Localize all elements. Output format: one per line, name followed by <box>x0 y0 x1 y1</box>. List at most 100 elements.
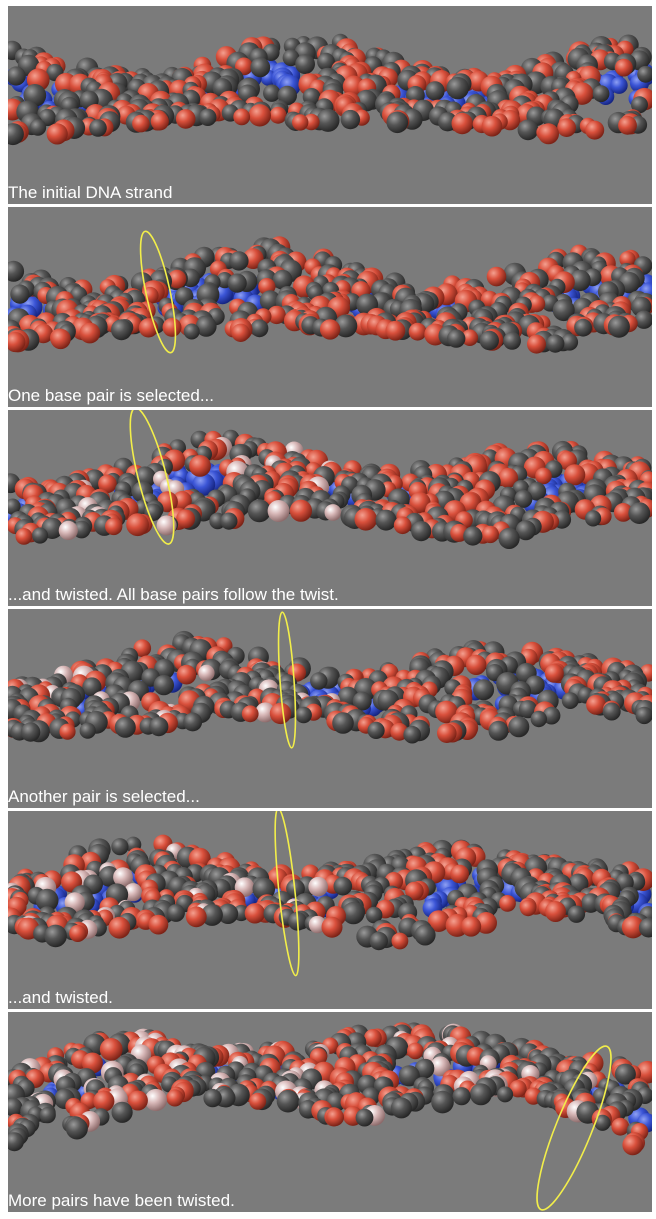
atom-sphere <box>527 482 547 501</box>
atom-sphere <box>203 1088 222 1108</box>
atom-sphere <box>469 1083 492 1106</box>
atom-sphere <box>340 109 361 130</box>
dna-molecule-render <box>8 33 652 146</box>
atom-sphere <box>295 706 312 724</box>
atom-sphere <box>619 251 636 268</box>
atom-sphere <box>233 108 251 126</box>
atom-sphere <box>334 314 358 338</box>
atom-sphere <box>150 112 169 131</box>
atom-sphere <box>375 509 397 531</box>
atom-sphere <box>44 924 67 948</box>
atom-sphere <box>79 722 96 739</box>
atom-sphere <box>289 499 312 522</box>
atom-sphere <box>31 527 49 544</box>
atom-sphere <box>503 332 521 350</box>
atom-sphere <box>365 906 383 924</box>
atom-sphere <box>592 85 610 103</box>
atom-sphere <box>431 1090 454 1114</box>
atom-sphere <box>367 721 385 739</box>
atom-sphere <box>292 114 309 131</box>
atom-sphere <box>192 473 216 496</box>
atom-sphere <box>427 910 450 932</box>
atom-sphere <box>538 123 559 145</box>
atom-sphere <box>111 319 132 341</box>
atom-sphere <box>286 879 305 898</box>
dna-molecule-render <box>8 811 652 977</box>
atom-sphere <box>126 513 149 537</box>
selection-ring-icon[interactable] <box>121 410 182 547</box>
atom-sphere <box>46 123 68 145</box>
atom-sphere <box>567 905 586 923</box>
atom-sphere <box>355 1108 374 1127</box>
panel-caption: More pairs have been twisted. <box>8 1191 235 1210</box>
atom-sphere <box>450 864 469 884</box>
atom-sphere <box>517 119 539 141</box>
atom-sphere <box>255 702 276 723</box>
atom-sphere <box>451 112 473 135</box>
atom-sphere <box>390 1097 412 1119</box>
atom-sphere <box>8 331 26 353</box>
atom-sphere <box>544 663 564 683</box>
atom-sphere <box>321 916 343 938</box>
atom-sphere <box>508 716 530 738</box>
atom-sphere <box>82 677 102 697</box>
atom-sphere <box>542 706 561 725</box>
atom-sphere <box>277 85 297 106</box>
dna-panel-3: ...and twisted. All base pairs follow th… <box>8 410 652 606</box>
selection-ring-icon[interactable] <box>275 611 298 749</box>
atom-sphere <box>269 702 292 725</box>
atom-sphere <box>602 702 621 721</box>
atom-sphere <box>594 1114 611 1131</box>
selection-ring-icon[interactable] <box>270 811 303 977</box>
atom-sphere <box>638 917 652 938</box>
atom-sphere <box>153 674 174 696</box>
atom-sphere <box>385 320 406 341</box>
selection-ring-icon[interactable] <box>524 1040 623 1212</box>
atom-sphere <box>635 706 652 725</box>
atom-sphere <box>267 500 290 522</box>
atom-sphere <box>618 115 637 135</box>
panel-caption: Another pair is selected... <box>8 787 200 806</box>
atom-sphere <box>111 838 129 856</box>
atom-sphere <box>241 705 259 723</box>
atom-sphere <box>607 315 630 338</box>
atom-sphere <box>498 527 520 549</box>
atom-sphere <box>39 1107 56 1124</box>
atom-sphere <box>326 1108 344 1127</box>
atom-sphere <box>585 120 605 140</box>
atom-sphere <box>295 54 315 74</box>
atom-sphere <box>499 895 516 912</box>
atom-sphere <box>8 260 25 282</box>
atom-sphere <box>166 1089 184 1107</box>
atom-sphere <box>461 916 482 937</box>
dna-panel-5: ...and twisted. <box>8 811 652 1009</box>
atom-sphere <box>113 867 133 887</box>
atom-sphere <box>20 722 41 742</box>
atom-sphere <box>229 251 249 271</box>
atom-sphere <box>176 509 196 529</box>
atom-sphere <box>561 333 579 351</box>
atom-sphere <box>69 924 87 942</box>
atom-sphere <box>316 108 340 132</box>
atom-sphere <box>65 1117 88 1140</box>
atom-sphere <box>99 1038 123 1061</box>
atom-sphere <box>546 334 565 353</box>
atom-sphere <box>59 723 76 740</box>
atom-sphere <box>58 520 78 541</box>
atom-sphere <box>561 692 579 709</box>
atom-sphere <box>183 323 200 340</box>
selection-ring-icon[interactable] <box>133 229 182 355</box>
dna-panel-6: More pairs have been twisted. <box>8 1012 652 1212</box>
atom-sphere <box>636 1060 652 1084</box>
atom-sphere <box>473 679 495 701</box>
atom-sphere <box>530 710 547 728</box>
atom-sphere <box>108 916 131 939</box>
atom-sphere <box>282 49 300 67</box>
dna-molecule-render <box>8 1022 652 1212</box>
dna-molecule-render <box>8 611 652 749</box>
atom-sphere <box>167 904 185 922</box>
atom-sphere <box>354 508 378 531</box>
atom-sphere <box>195 316 217 337</box>
atom-sphere <box>93 1090 115 1112</box>
atom-sphere <box>124 883 143 902</box>
